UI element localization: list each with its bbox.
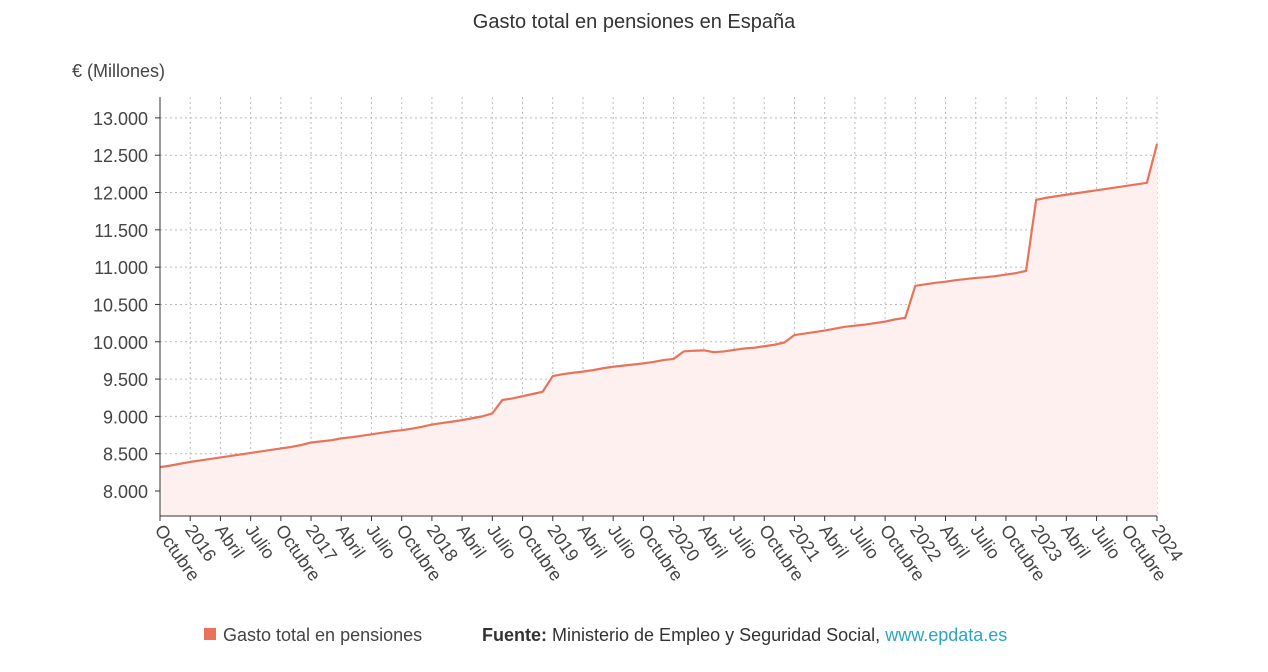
x-tick-label: Julio bbox=[483, 521, 521, 563]
line bbox=[159, 143, 1159, 469]
x-tick-label: Julio bbox=[241, 521, 279, 563]
y-axis-label: € (Millones) bbox=[72, 61, 165, 81]
legend-label: Gasto total en pensiones bbox=[223, 625, 422, 645]
y-tick-label: 12.500 bbox=[93, 146, 148, 166]
x-tick-label: Julio bbox=[604, 521, 642, 563]
source-text: Ministerio de Empleo y Seguridad Social, bbox=[552, 625, 880, 645]
y-tick-label: 10.000 bbox=[93, 333, 148, 353]
x-tick-label: Julio bbox=[846, 521, 884, 563]
source-link[interactable]: www.epdata.es bbox=[884, 625, 1007, 645]
source: Fuente: Ministerio de Empleo y Seguridad… bbox=[482, 625, 1007, 645]
y-tick-label: 8.500 bbox=[103, 445, 148, 465]
y-tick-label: 9.500 bbox=[103, 370, 148, 390]
x-tick-label: Julio bbox=[362, 521, 400, 563]
y-tick-label: 11.000 bbox=[94, 258, 148, 278]
legend-swatch bbox=[204, 628, 216, 640]
chart-title: Gasto total en pensiones en España bbox=[473, 11, 796, 33]
area bbox=[160, 144, 1157, 516]
y-tick-label: 12.000 bbox=[93, 184, 148, 204]
x-tick-label: Julio bbox=[966, 521, 1004, 563]
y-tick-label: 8.000 bbox=[103, 482, 148, 502]
y-tick-label: 9.000 bbox=[103, 407, 148, 427]
y-tick-label: 11.500 bbox=[94, 221, 148, 241]
x-tick-label: Julio bbox=[725, 521, 763, 563]
source-label: Fuente: bbox=[482, 625, 547, 645]
y-tick-label: 10.500 bbox=[93, 295, 148, 315]
y-tick-label: 13.000 bbox=[93, 109, 148, 129]
legend: Gasto total en pensiones bbox=[204, 625, 422, 645]
x-tick-label: Julio bbox=[1087, 521, 1125, 563]
